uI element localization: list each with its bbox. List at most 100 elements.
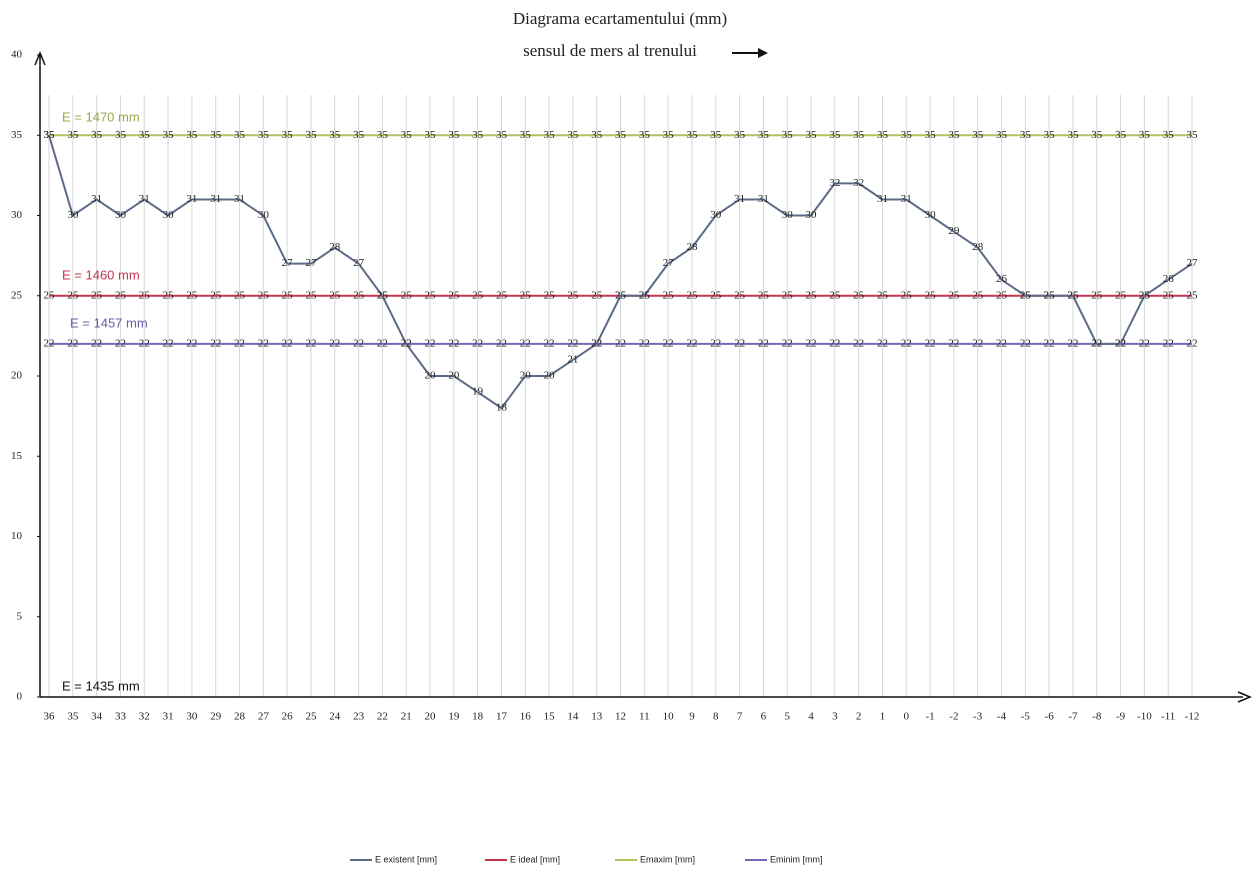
data-label: 25	[948, 289, 960, 301]
y-tick-label: 0	[17, 691, 23, 703]
data-label: 27	[353, 257, 365, 269]
x-tick-label: 23	[353, 711, 365, 723]
y-tick-label: 20	[11, 370, 23, 382]
data-label: 35	[734, 129, 746, 141]
data-label: 25	[67, 289, 79, 301]
data-label: 22	[448, 337, 459, 349]
x-tick-label: 6	[761, 711, 767, 723]
data-label: 22	[1115, 337, 1126, 349]
data-label: 32	[829, 177, 840, 189]
data-label: 25	[377, 289, 389, 301]
data-label: 25	[1163, 289, 1175, 301]
legend-item: Emaxim [mm]	[615, 854, 695, 864]
data-label: 22	[329, 337, 340, 349]
data-label: 22	[139, 337, 150, 349]
data-label: 35	[496, 129, 508, 141]
data-label: 35	[758, 129, 770, 141]
data-label: 25	[782, 289, 794, 301]
data-label: 25	[663, 289, 675, 301]
data-label: 22	[782, 337, 793, 349]
x-tick-label: 31	[163, 711, 174, 723]
data-label: 25	[1067, 289, 1079, 301]
data-label: 35	[1044, 129, 1056, 141]
data-label: 25	[234, 289, 246, 301]
x-tick-label: 22	[377, 711, 388, 723]
legend-label: Eminim [mm]	[770, 854, 823, 864]
data-label: 20	[425, 370, 437, 382]
data-label: 31	[210, 193, 221, 205]
data-label: 35	[1020, 129, 1032, 141]
y-tick-label: 35	[11, 129, 23, 141]
data-label: 20	[544, 370, 556, 382]
annotation: E = 1435 mm	[62, 678, 140, 693]
data-label: 22	[544, 337, 555, 349]
data-label: 22	[591, 337, 602, 349]
data-label: 28	[329, 241, 341, 253]
data-label: 35	[163, 129, 175, 141]
data-label: 25	[901, 289, 913, 301]
data-label: 30	[67, 209, 79, 221]
data-label: 22	[948, 337, 959, 349]
data-label: 25	[972, 289, 984, 301]
y-tick-label: 15	[11, 450, 23, 462]
x-tick-label: 36	[44, 711, 56, 723]
data-label: 22	[163, 337, 174, 349]
x-tick-label: 3	[832, 711, 838, 723]
data-label: 22	[91, 337, 102, 349]
data-label: 35	[258, 129, 270, 141]
data-label: 31	[234, 193, 245, 205]
data-label: 35	[377, 129, 389, 141]
x-tick-label: 4	[808, 711, 814, 723]
data-label: 25	[829, 289, 841, 301]
data-label: 35	[710, 129, 722, 141]
x-tick-label: 20	[425, 711, 437, 723]
data-label: 22	[639, 337, 650, 349]
x-tick-label: 30	[186, 711, 198, 723]
data-label: 25	[44, 289, 56, 301]
x-tick-label: 25	[305, 711, 317, 723]
x-tick-label: 24	[329, 711, 341, 723]
data-label: 27	[663, 257, 675, 269]
data-label: 35	[305, 129, 317, 141]
y-tick-label: 5	[17, 610, 23, 622]
data-label: 25	[520, 289, 532, 301]
data-label: 25	[305, 289, 317, 301]
legend-item: Eminim [mm]	[745, 854, 823, 864]
data-label: 25	[448, 289, 460, 301]
x-tick-label: -12	[1185, 711, 1200, 723]
data-label: 35	[567, 129, 579, 141]
data-label: 26	[1163, 273, 1175, 285]
data-label: 35	[1139, 129, 1151, 141]
data-label: 35	[448, 129, 460, 141]
data-label: 25	[1139, 289, 1151, 301]
data-label: 22	[591, 337, 602, 349]
data-label: 25	[615, 289, 627, 301]
data-label: 25	[877, 289, 889, 301]
data-label: 25	[472, 289, 484, 301]
data-label: 25	[1067, 289, 1079, 301]
data-label: 22	[972, 337, 983, 349]
data-label: 22	[1187, 337, 1198, 349]
data-label: 22	[925, 337, 936, 349]
data-label: 22	[853, 337, 864, 349]
data-label: 35	[877, 129, 889, 141]
data-label: 22	[353, 337, 364, 349]
data-label: 22	[1091, 337, 1102, 349]
data-label: 22	[401, 337, 412, 349]
data-label: 25	[806, 289, 818, 301]
data-label: 31	[758, 193, 769, 205]
x-tick-label: 27	[258, 711, 270, 723]
data-label: 35	[353, 129, 365, 141]
x-tick-label: -9	[1116, 711, 1126, 723]
data-label: 25	[734, 289, 746, 301]
data-label: 22	[258, 337, 269, 349]
legend-item: E ideal [mm]	[485, 854, 560, 864]
x-tick-label: -11	[1161, 711, 1175, 723]
x-tick-label: 2	[856, 711, 862, 723]
data-label: 26	[996, 273, 1008, 285]
data-label: 35	[401, 129, 413, 141]
x-axis-arrow	[1237, 691, 1252, 703]
data-label: 21	[567, 353, 578, 365]
data-label: 22	[496, 337, 507, 349]
data-label: 35	[234, 129, 246, 141]
